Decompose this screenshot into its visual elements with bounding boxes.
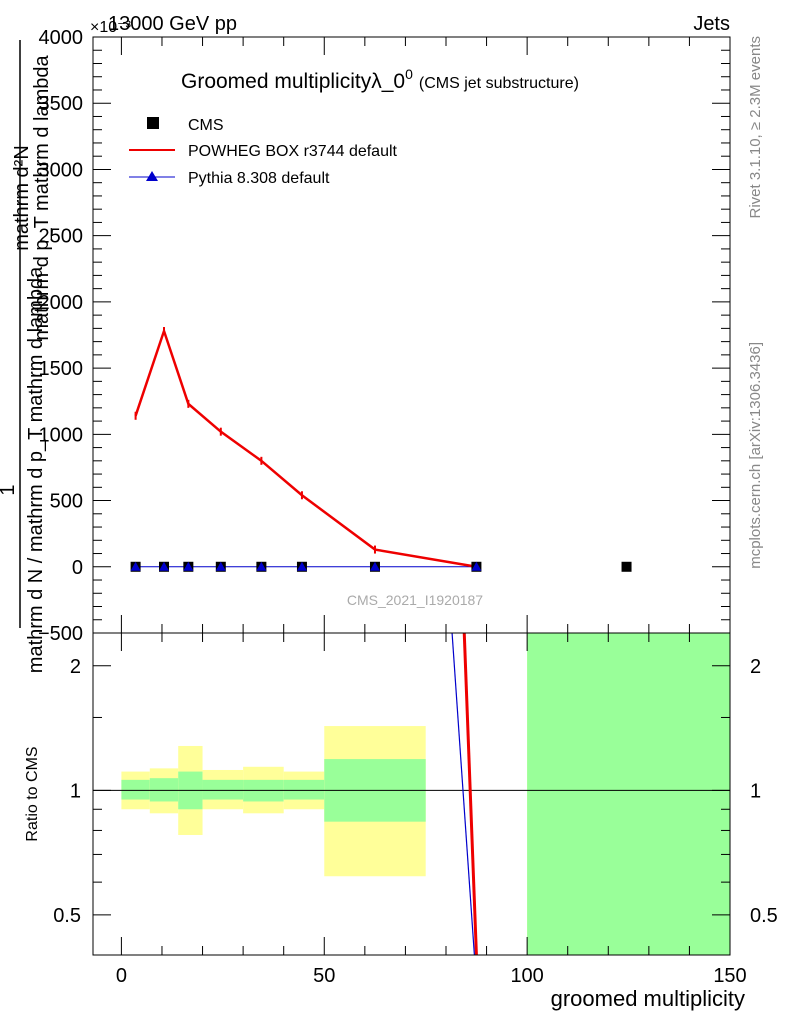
chart-title-sub: (CMS jet substructure) <box>419 75 579 92</box>
ylabel-one: 1 <box>0 484 19 495</box>
pythia-point <box>130 561 141 571</box>
watermark: CMS_2021_I1920187 <box>347 592 483 608</box>
ratio-panel: 0.5 0.5 1 1 2 2 0 50 100 150 Ratio to CMS groome… <box>24 632 778 1011</box>
ratio-stat-band <box>149 778 179 802</box>
main-y-tick-label: −500 <box>38 623 83 645</box>
rivet-label: Rivet 3.1.10, ≥ 2.3M events <box>747 36 764 219</box>
ratio-y-tick-label-right: 0.5 <box>750 905 778 927</box>
main-y-axis-title: mathrm d²N mathrm d p_T mathrm d lambda … <box>0 40 53 673</box>
main-y-ticks: −500 0 500 1000 1500 2000 2500 3000 3500 4000 <box>38 27 730 645</box>
legend-pythia-marker <box>146 171 158 181</box>
pythia-point <box>183 561 194 571</box>
x-tick-label: 150 <box>713 965 746 987</box>
main-y-tick-label: 2000 <box>39 292 84 314</box>
chart-title-main: Groomed multiplicityλ_0 <box>181 70 405 93</box>
pythia-point <box>369 561 380 571</box>
main-y-tick-label: 0 <box>72 557 83 579</box>
legend-cms-label: CMS <box>188 117 224 134</box>
main-series <box>130 327 632 572</box>
ratio-y-ticks: 0.5 0.5 1 1 2 2 <box>53 656 778 927</box>
x-tick-label: 50 <box>313 965 335 987</box>
ratio-y-tick-label-right: 1 <box>750 780 761 802</box>
chart-title-sup: 0 <box>405 66 413 82</box>
main-panel: −500 0 500 1000 1500 2000 2500 3000 3500 4000 Gro… <box>38 27 731 645</box>
mcplots-label: mcplots.cern.ch [arXiv:1306.3436] <box>747 342 764 569</box>
ylabel-top: mathrm d²N <box>11 145 33 251</box>
energy-label: 13000 GeV pp <box>108 13 237 35</box>
ylabel-bottom: mathrm d N / mathrm d p_T mathrm d lambd… <box>25 266 47 673</box>
category-label: Jets <box>693 13 730 35</box>
main-y-tick-label: 1500 <box>39 358 84 380</box>
ratio-frame <box>92 632 731 956</box>
main-y-tick-label: 3000 <box>39 159 84 181</box>
pythia-point <box>215 561 226 571</box>
main-y-tick-label: 4000 <box>39 27 84 49</box>
x-tick-label: 100 <box>510 965 543 987</box>
main-y-tick-label: 1000 <box>39 424 84 446</box>
ratio-bands <box>121 633 730 955</box>
ratio-stat-band <box>283 779 325 800</box>
powheg-line <box>134 327 477 569</box>
cms-point <box>621 561 632 572</box>
ratio-stat-band <box>202 779 244 800</box>
legend-powheg-label: POWHEG BOX r3744 default <box>188 143 398 160</box>
ratio-lines <box>451 632 478 956</box>
ratio-y-tick-label: 1 <box>70 780 81 802</box>
ratio-stat-band <box>121 779 150 800</box>
pythia-point <box>256 561 267 571</box>
ratio-y-axis-title: Ratio to CMS <box>24 746 41 841</box>
x-axis-title: groomed multiplicity <box>551 986 745 1011</box>
pythia-point <box>296 561 307 571</box>
legend-pythia-label: Pythia 8.308 default <box>188 170 330 187</box>
pythia-ratio-line <box>451 632 475 956</box>
main-y-tick-label: 500 <box>50 491 83 513</box>
ratio-stat-band <box>527 633 730 955</box>
main-y-tick-label: 3500 <box>39 93 84 115</box>
x-tick-label: 0 <box>116 965 127 987</box>
ylabel-mid: mathrm d p_T mathrm d lambda <box>31 54 53 340</box>
legend-cms-marker <box>147 117 159 129</box>
ratio-x-ticks: 0 50 100 150 <box>116 633 747 987</box>
ratio-y-tick-label-right: 2 <box>750 656 761 678</box>
ratio-y-tick-label: 0.5 <box>53 905 81 927</box>
ratio-y-tick-label: 2 <box>70 656 81 678</box>
chart-title: Groomed multiplicityλ_00 (CMS jet substru… <box>181 66 579 93</box>
pythia-point <box>471 561 482 571</box>
main-x-ticks <box>120 37 731 633</box>
pythia-point <box>159 561 170 571</box>
main-y-tick-label: 2500 <box>39 226 84 248</box>
powheg-ratio-line <box>462 632 478 956</box>
legend: CMS POWHEG BOX r3744 default Pythia 8.30… <box>129 117 398 187</box>
exponent-label: ×10⁻³ <box>90 19 132 36</box>
